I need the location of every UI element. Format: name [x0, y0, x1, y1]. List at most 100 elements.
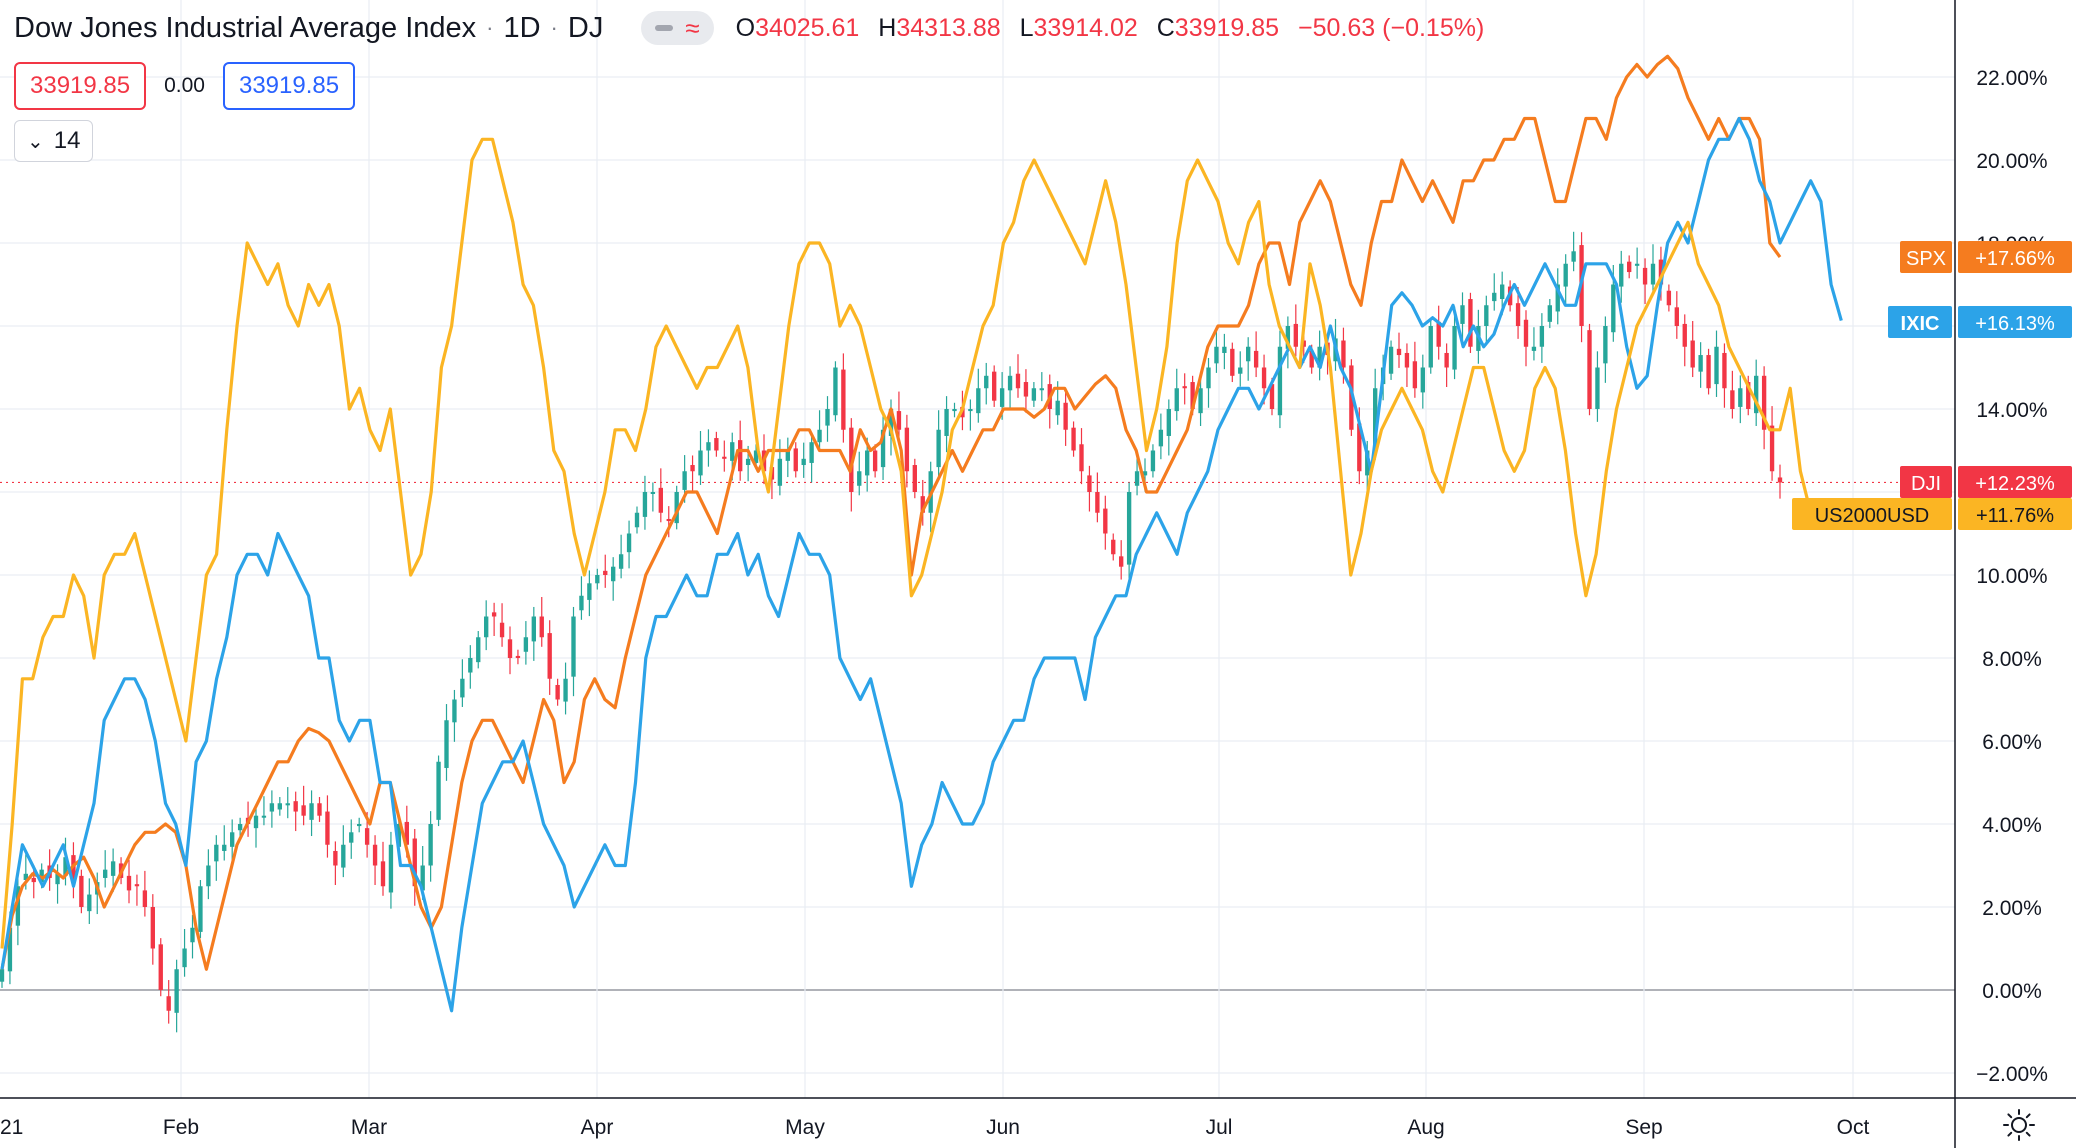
x-tick-label: Mar [351, 1116, 387, 1139]
candle-body [491, 612, 497, 617]
candle-body [1206, 367, 1211, 389]
candle-body [833, 367, 838, 416]
x-tick-label: Aug [1407, 1116, 1444, 1139]
candle-body [1087, 475, 1092, 492]
series-badges: SPX +17.66% IXIC +16.13% DJI +12.23% US2000USD… [1792, 241, 2072, 530]
candle-body [920, 496, 925, 513]
candle-body [888, 409, 894, 436]
candle-body [1253, 350, 1259, 368]
candle-body [626, 533, 632, 553]
candle-body [63, 857, 68, 876]
candle-body [1595, 367, 1600, 409]
candle-body [1515, 303, 1521, 326]
candle-body [642, 492, 648, 517]
candle-body [857, 471, 862, 486]
symbol-title[interactable]: Dow Jones Industrial Average Index [14, 11, 477, 44]
candle-body [801, 458, 806, 466]
x-tick-label: Sep [1625, 1116, 1662, 1139]
candle-body [79, 875, 84, 907]
candle-body [103, 869, 108, 878]
candle-body [603, 570, 608, 575]
series-percent-tag [1958, 498, 2072, 530]
candle-body [1396, 348, 1402, 356]
candle-body [468, 658, 473, 673]
candle-body [563, 678, 568, 702]
candle-body [1031, 388, 1037, 401]
candle-body [1587, 330, 1592, 409]
y-tick-label: 0.00% [1982, 980, 2042, 1003]
candle-body [1674, 307, 1679, 326]
candle-body [1301, 340, 1306, 347]
candle-body [1666, 290, 1672, 306]
candle-body [1309, 350, 1314, 368]
settings-sun-icon[interactable] [2002, 1108, 2036, 1142]
change-value: −50.63 (−0.15%) [1298, 13, 1485, 42]
x-tick-label: Jun [986, 1116, 1020, 1139]
comparison-lines [0, 54, 1843, 1013]
x-tick-label: Feb [163, 1116, 199, 1139]
x-tick-label: Apr [581, 1116, 614, 1139]
candle-body [1650, 263, 1656, 285]
candle-body [269, 803, 275, 812]
buy-price-box[interactable]: 33919.85 [222, 62, 356, 110]
line-style-icon[interactable] [655, 25, 674, 31]
candle-body [698, 450, 703, 476]
candle-body [539, 616, 544, 638]
candle-body [1341, 340, 1346, 368]
candle-body [547, 633, 552, 679]
candle-body [1658, 259, 1664, 285]
legend-toggle[interactable]: ≈ [641, 11, 714, 45]
candle-body [1023, 382, 1029, 397]
candle-body [579, 595, 584, 611]
candle-body [1182, 386, 1187, 389]
candle-body [1111, 539, 1116, 555]
candle-body [1293, 323, 1298, 347]
candle-body [1039, 388, 1044, 391]
candle-body [15, 886, 21, 926]
candle-body [952, 409, 957, 412]
sell-price-box[interactable]: 33919.85 [14, 62, 147, 110]
candle-body [1706, 355, 1711, 389]
candle-body [1317, 346, 1322, 368]
candle-body [1754, 375, 1759, 414]
candle-body [1714, 346, 1719, 385]
candle-body [706, 442, 711, 451]
candle-body [1269, 384, 1275, 409]
candle-body [499, 622, 505, 638]
interval-label[interactable]: 1D [503, 11, 541, 44]
ohlc-values: O34025.61 H34313.88 L33914.02 C33919.85 … [735, 13, 1485, 42]
candle-body [1428, 326, 1433, 368]
candle-body [674, 492, 679, 524]
candle-body [1222, 346, 1227, 353]
candle-body [722, 456, 727, 459]
candle-body [1134, 471, 1140, 486]
candle-body [515, 655, 521, 658]
candle-body [333, 850, 338, 866]
dji-candles [0, 231, 1783, 1033]
candle-body [317, 803, 322, 816]
candle-body [55, 873, 60, 885]
candle-body [1174, 388, 1179, 412]
candle-body [222, 844, 227, 851]
candle-body [1642, 267, 1648, 285]
wave-icon[interactable]: ≈ [685, 12, 700, 43]
candle-body [1746, 382, 1751, 409]
candle-body [1214, 346, 1219, 364]
series-name-label: US2000USD [1815, 505, 1930, 527]
candle-body [714, 438, 719, 451]
candle-body [237, 824, 243, 831]
candle-body [936, 429, 941, 468]
candle-body [1682, 323, 1687, 347]
candle-body [1126, 492, 1132, 565]
candle-body [745, 458, 751, 466]
indicators-collapse-button[interactable]: ⌄ 14 [14, 120, 94, 162]
candle-body [198, 886, 203, 932]
x-tick-label: 21 [0, 1116, 23, 1139]
candle-body [460, 678, 465, 698]
candle-body [428, 824, 433, 866]
candle-body [436, 761, 441, 820]
candle-body [1777, 477, 1783, 483]
spread-value: 0.00 [164, 74, 205, 97]
candle-body [523, 637, 529, 652]
